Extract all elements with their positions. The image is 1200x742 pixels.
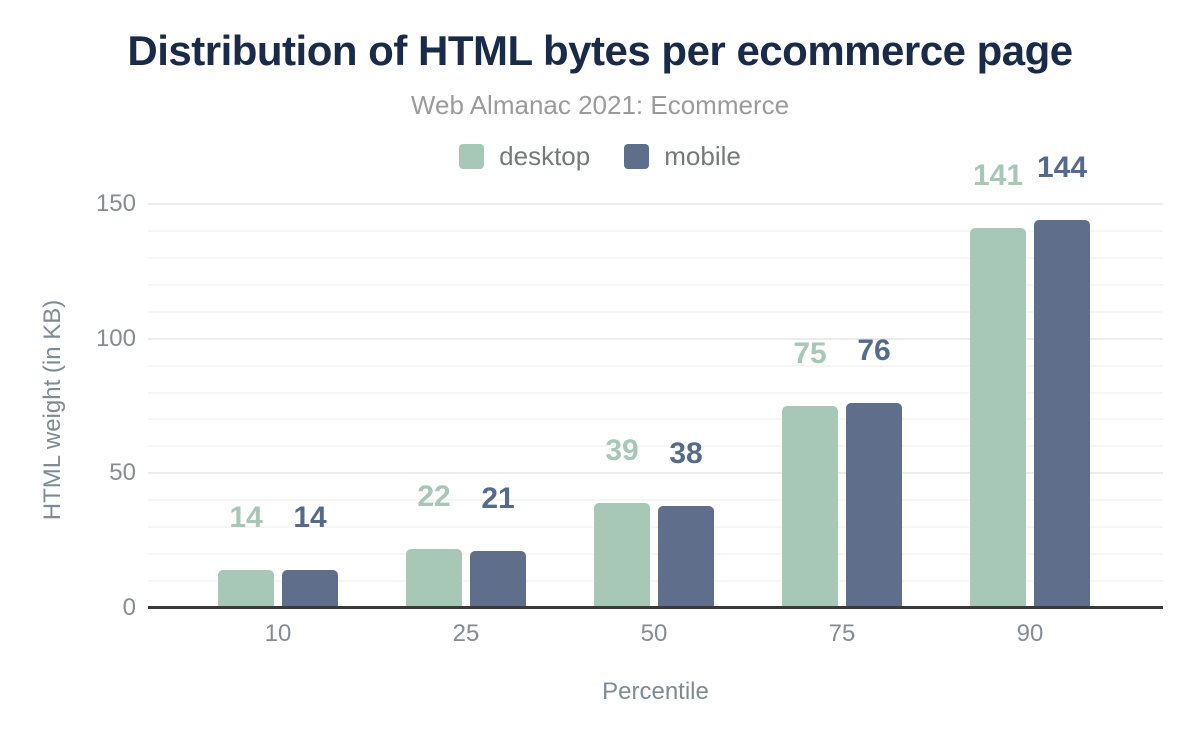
bar-desktop-p25 (406, 548, 462, 608)
gridline-80 (148, 391, 1163, 394)
chart-subtitle: Web Almanac 2021: Ecommerce (410, 90, 790, 120)
x-axis-line (148, 606, 1163, 609)
gridline-30 (148, 526, 1163, 529)
legend-item-mobile: mobile (624, 141, 741, 172)
legend-label-desktop: desktop (499, 141, 591, 171)
gridline-10 (148, 580, 1163, 583)
gridline-120 (148, 283, 1163, 286)
legend: desktop mobile (0, 141, 1200, 172)
bar-label-desktop-p25: 22 (417, 479, 451, 513)
legend-item-desktop: desktop (459, 141, 590, 172)
y-tick-150: 150 (95, 190, 136, 217)
gridline-140 (148, 229, 1163, 232)
y-tick-0: 0 (122, 594, 136, 621)
gridline-70 (148, 418, 1163, 421)
x-tick-10: 10 (264, 620, 292, 647)
gridline-110 (148, 310, 1163, 313)
gridline-130 (148, 256, 1163, 259)
gridline-150 (148, 203, 1163, 205)
bar-label-mobile-p10: 14 (293, 501, 327, 535)
x-tick-50: 50 (640, 620, 668, 647)
chart-title: Distribution of HTML bytes per ecommerce… (127, 27, 1073, 74)
bar-mobile-p90 (1034, 220, 1090, 608)
bar-mobile-p10 (282, 570, 338, 608)
gridline-50 (148, 472, 1163, 475)
x-axis-title: Percentile (602, 678, 709, 705)
bar-label-desktop-p50: 39 (605, 433, 639, 467)
legend-label-mobile: mobile (664, 141, 741, 171)
bar-desktop-p10 (218, 570, 274, 608)
bar-mobile-p50 (658, 505, 714, 608)
bar-label-mobile-p75: 76 (857, 334, 891, 368)
bar-mobile-p25 (470, 551, 526, 608)
bar-desktop-p90 (970, 228, 1026, 608)
gridline-100 (148, 337, 1163, 340)
y-tick-100: 100 (95, 324, 136, 352)
bar-mobile-p75 (846, 403, 902, 608)
x-tick-25: 25 (452, 620, 480, 647)
gridline-90 (148, 364, 1163, 367)
gridline-60 (148, 445, 1163, 448)
bar-label-desktop-p90: 141 (972, 159, 1024, 193)
x-tick-75: 75 (828, 620, 856, 647)
x-tick-90: 90 (1016, 620, 1044, 647)
y-tick-50: 50 (109, 459, 136, 487)
bar-desktop-p50 (594, 502, 650, 608)
mobile-swatch-icon (624, 144, 650, 169)
bar-label-mobile-p50: 38 (669, 436, 703, 470)
bar-desktop-p75 (782, 406, 838, 608)
bar-label-mobile-p25: 21 (481, 482, 515, 516)
desktop-swatch-icon (459, 144, 485, 169)
gridline-20 (148, 553, 1163, 556)
bar-label-mobile-p90: 144 (1036, 151, 1088, 185)
plot-area: 14 14 22 21 39 38 75 76 141 144 (148, 152, 1163, 609)
bar-label-desktop-p75: 75 (793, 337, 827, 370)
gridline-40 (148, 499, 1163, 502)
bar-label-desktop-p10: 14 (229, 501, 263, 535)
